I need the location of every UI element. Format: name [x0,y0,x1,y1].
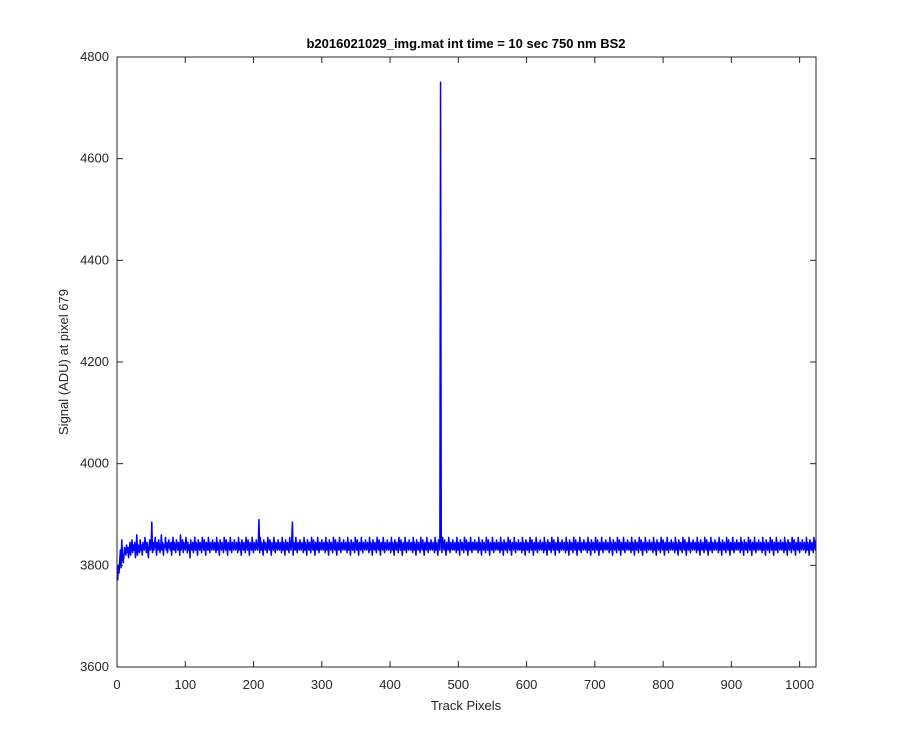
x-tick-label: 700 [584,677,606,692]
x-tick-label: 300 [311,677,333,692]
x-tick-label: 600 [516,677,538,692]
y-tick-label: 4200 [80,354,109,369]
plot-area [116,56,817,668]
x-tick-label: 0 [113,677,120,692]
y-axis-label: Signal (ADU) at pixel 679 [56,289,71,435]
y-tick-label: 4400 [80,252,109,267]
x-tick-label: 200 [243,677,265,692]
x-tick-label: 400 [379,677,401,692]
x-tick-labels: 0 100 200 300 400 500 600 700 800 900 1000 [113,677,814,692]
x-tick-label: 1000 [785,677,814,692]
y-tick-label: 4600 [80,151,109,166]
y-tick-label: 3800 [80,557,109,572]
y-tick-label: 4000 [80,456,109,471]
x-tick-label: 100 [174,677,196,692]
x-axis-label: Track Pixels [431,698,502,713]
x-tick-label: 900 [721,677,743,692]
x-tick-label: 500 [447,677,469,692]
y-tick-label: 3600 [80,659,109,674]
series-line-0 [117,81,816,581]
x-tick-label: 800 [652,677,674,692]
y-tick-label: 4800 [80,49,109,64]
y-tick-labels: 3600 3800 4000 4200 4400 4600 4800 [80,49,109,674]
chart-title: b2016021029_img.mat int time = 10 sec 75… [306,36,625,51]
